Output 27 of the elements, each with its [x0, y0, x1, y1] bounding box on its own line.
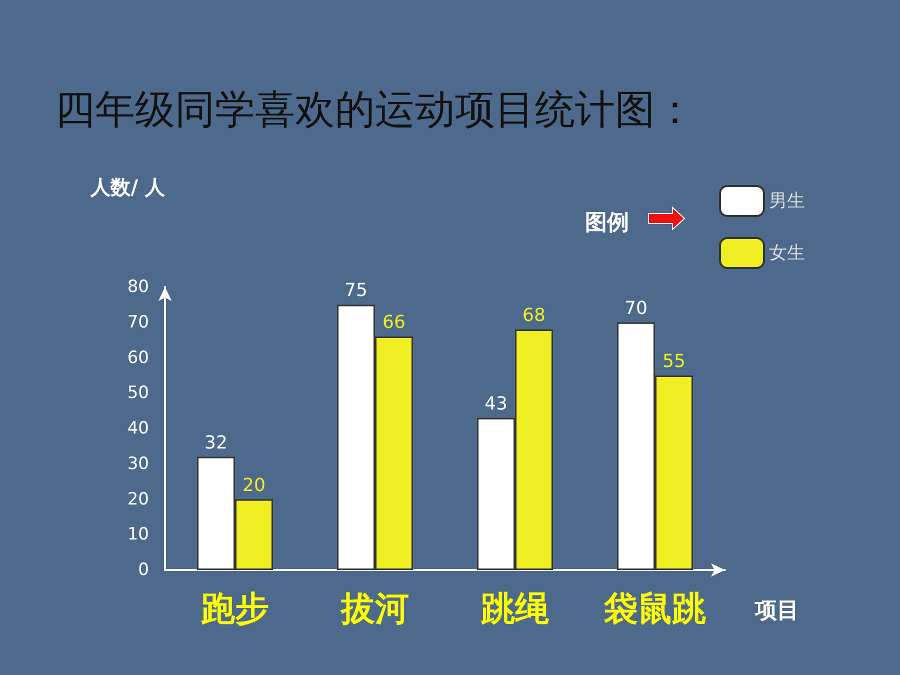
- data-label: 20: [242, 474, 266, 496]
- data-label: 43: [484, 393, 508, 414]
- data-label: 75: [344, 280, 368, 302]
- y-tick-label: 20: [127, 489, 149, 510]
- data-label: 70: [624, 298, 648, 319]
- x-tick-label: 跳绳: [480, 589, 550, 629]
- data-label: 32: [204, 432, 228, 454]
- y-tick-label: 10: [127, 524, 149, 545]
- data-label: 55: [662, 350, 686, 372]
- x-tick-label: 拔河: [340, 589, 409, 629]
- y-tick-label: 0: [138, 560, 149, 580]
- data-label: 66: [382, 312, 406, 334]
- legend-label: 男生: [769, 190, 805, 212]
- legend-label: 女生: [769, 242, 805, 264]
- y-tick-label: 70: [127, 312, 149, 332]
- legend-title: 图例: [585, 210, 629, 236]
- y-tick-label: 40: [127, 418, 149, 438]
- y-tick-label: 80: [127, 277, 149, 297]
- x-tick-label: 跑步: [200, 589, 269, 629]
- y-tick-label: 50: [127, 383, 149, 404]
- y-axis-title: 人数/ 人: [90, 175, 166, 199]
- chart-title: 四年级同学喜欢的运动项目统计图：: [55, 87, 695, 133]
- y-tick-label: 30: [127, 454, 149, 474]
- data-label: 68: [522, 304, 546, 326]
- y-tick-label: 60: [127, 348, 149, 368]
- x-tick-label: 袋鼠跳: [603, 589, 706, 629]
- x-axis-title: 项目: [754, 598, 799, 624]
